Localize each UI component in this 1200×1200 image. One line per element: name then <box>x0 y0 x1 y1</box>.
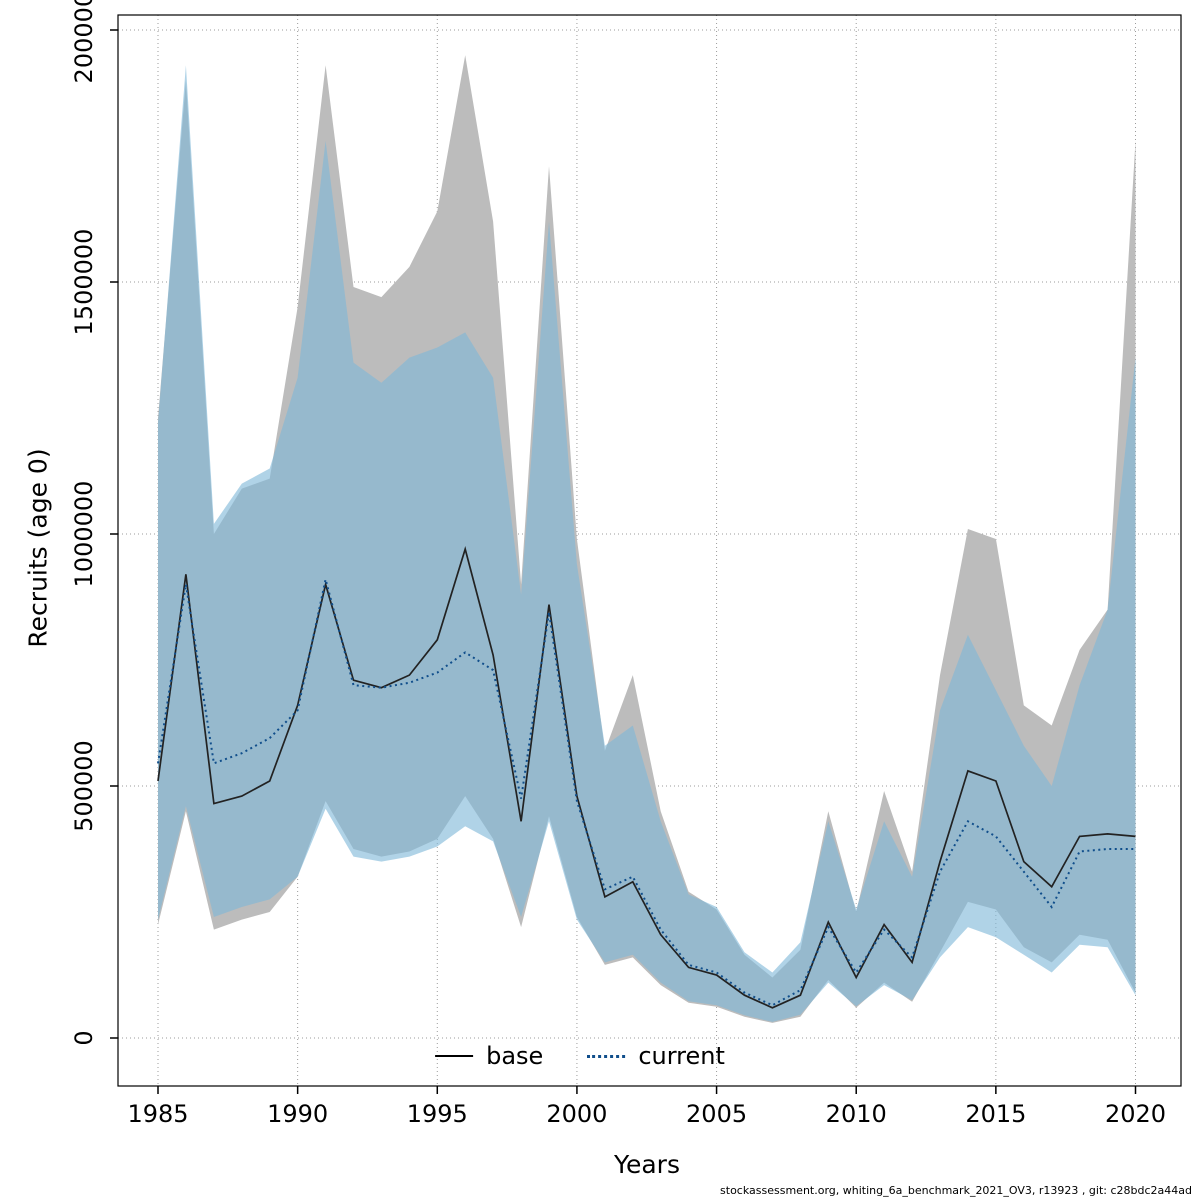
y-tick-label: 500000 <box>70 740 98 832</box>
x-tick-label: 2015 <box>965 1100 1026 1128</box>
y-tick-label: 1500000 <box>70 229 98 336</box>
base-line <box>157 546 1136 1009</box>
x-tick-label: 2005 <box>686 1100 747 1128</box>
y-axis-label: Recruits (age 0) <box>23 448 53 648</box>
plot-border <box>117 14 1182 1087</box>
x-axis-label: Years <box>614 1150 680 1179</box>
current-line-sample-icon <box>587 1054 626 1058</box>
legend-item-base: base <box>435 1042 543 1070</box>
y-tick-label: 0 <box>70 1030 98 1045</box>
base-line-sample-icon <box>435 1055 474 1057</box>
x-tick-label: 1985 <box>127 1100 188 1128</box>
y-tick-label: 2000000 <box>70 0 98 83</box>
legend-label-base: base <box>486 1042 544 1070</box>
x-tick-label: 1995 <box>407 1100 468 1128</box>
footer-attribution: stockassessment.org, whiting_6a_benchmar… <box>720 1184 1192 1197</box>
x-tick-label: 2020 <box>1105 1100 1166 1128</box>
x-tick-label: 1990 <box>267 1100 328 1128</box>
axes: 1985 1990 1995 2000 2005 2010 2015 2020 0 500000 1… <box>70 0 1166 1128</box>
legend: base current <box>435 1042 725 1070</box>
x-tick-label: 2000 <box>546 1100 607 1128</box>
x-tick-label: 2010 <box>826 1100 887 1128</box>
current-line <box>157 579 1136 1007</box>
y-tick-label: 1000000 <box>70 481 98 588</box>
current-confidence-band <box>158 65 1136 1022</box>
legend-item-current: current <box>587 1042 725 1070</box>
legend-label-current: current <box>638 1042 725 1070</box>
